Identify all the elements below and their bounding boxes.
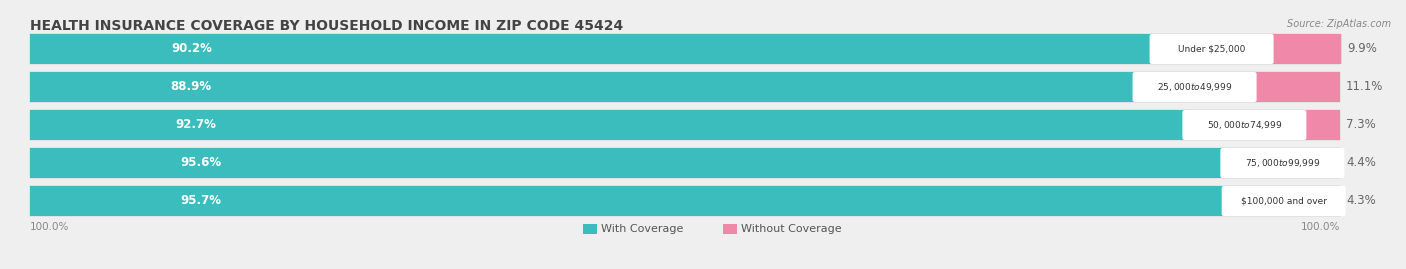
Text: $75,000 to $99,999: $75,000 to $99,999 (1244, 157, 1320, 169)
Text: 100.0%: 100.0% (30, 222, 69, 232)
Text: 7.3%: 7.3% (1346, 119, 1375, 132)
FancyBboxPatch shape (30, 148, 1282, 178)
FancyBboxPatch shape (30, 186, 1340, 216)
FancyBboxPatch shape (1244, 110, 1340, 140)
Text: 95.7%: 95.7% (180, 194, 221, 207)
Text: Source: ZipAtlas.com: Source: ZipAtlas.com (1286, 19, 1391, 29)
FancyBboxPatch shape (1212, 34, 1341, 64)
Text: Under $25,000: Under $25,000 (1178, 44, 1246, 54)
FancyBboxPatch shape (1182, 110, 1306, 140)
FancyBboxPatch shape (1222, 186, 1346, 216)
Text: Without Coverage: Without Coverage (741, 224, 842, 234)
Text: 9.9%: 9.9% (1347, 43, 1378, 55)
Text: $25,000 to $49,999: $25,000 to $49,999 (1157, 81, 1232, 93)
FancyBboxPatch shape (1220, 148, 1344, 178)
FancyBboxPatch shape (723, 224, 737, 234)
FancyBboxPatch shape (30, 110, 1244, 140)
Text: 4.3%: 4.3% (1346, 194, 1375, 207)
Text: 92.7%: 92.7% (176, 119, 217, 132)
Text: 100.0%: 100.0% (1301, 222, 1340, 232)
FancyBboxPatch shape (1282, 148, 1340, 178)
Text: HEALTH INSURANCE COVERAGE BY HOUSEHOLD INCOME IN ZIP CODE 45424: HEALTH INSURANCE COVERAGE BY HOUSEHOLD I… (30, 19, 623, 33)
Text: 4.4%: 4.4% (1346, 157, 1376, 169)
Text: With Coverage: With Coverage (600, 224, 683, 234)
FancyBboxPatch shape (30, 72, 1195, 102)
FancyBboxPatch shape (30, 148, 1340, 178)
FancyBboxPatch shape (583, 224, 598, 234)
FancyBboxPatch shape (1284, 186, 1340, 216)
FancyBboxPatch shape (30, 34, 1212, 64)
FancyBboxPatch shape (30, 110, 1340, 140)
Text: 90.2%: 90.2% (172, 43, 212, 55)
FancyBboxPatch shape (1150, 34, 1274, 64)
FancyBboxPatch shape (1195, 72, 1340, 102)
FancyBboxPatch shape (30, 34, 1340, 64)
Text: 11.1%: 11.1% (1346, 80, 1384, 94)
FancyBboxPatch shape (30, 186, 1284, 216)
FancyBboxPatch shape (1133, 72, 1257, 102)
Text: $100,000 and over: $100,000 and over (1240, 196, 1327, 206)
Text: 95.6%: 95.6% (180, 157, 221, 169)
FancyBboxPatch shape (30, 72, 1340, 102)
Text: 88.9%: 88.9% (170, 80, 211, 94)
Text: $50,000 to $74,999: $50,000 to $74,999 (1206, 119, 1282, 131)
